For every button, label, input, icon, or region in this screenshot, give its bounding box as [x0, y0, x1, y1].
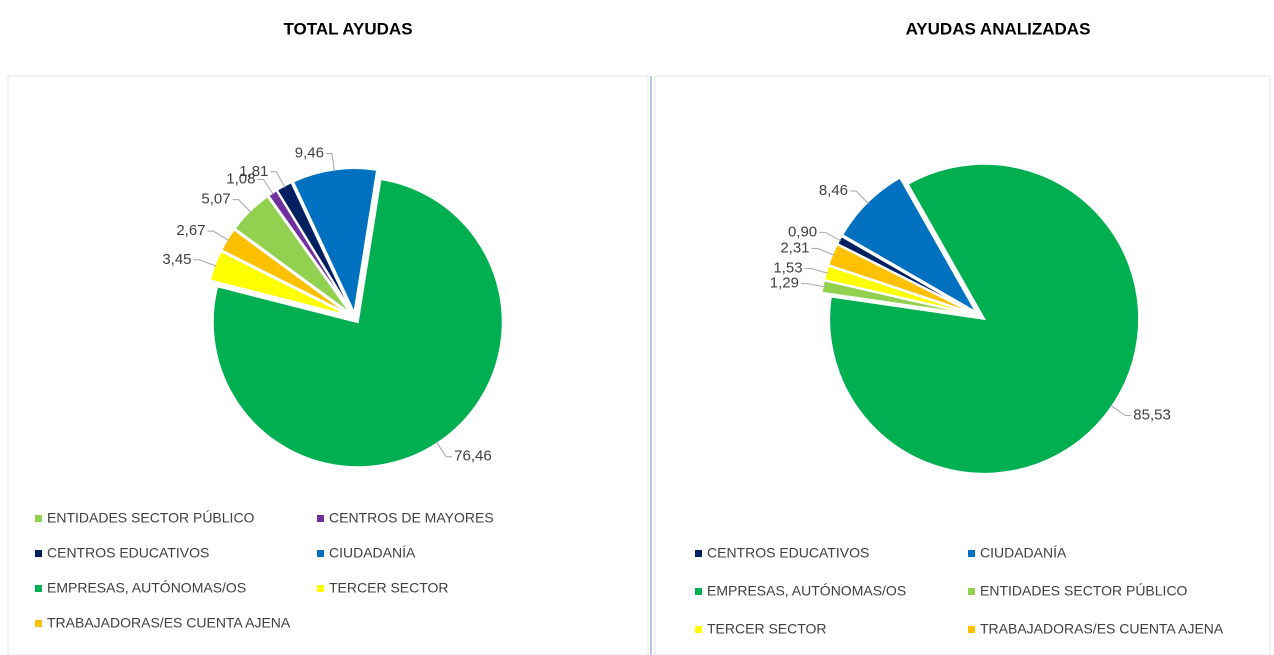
legend-label: TERCER SECTOR [707, 621, 827, 637]
leader-line [811, 247, 835, 256]
legend-label: CENTROS EDUCATIVOS [707, 545, 869, 561]
leader-line [804, 267, 829, 274]
legend-label: ENTIDADES SECTOR PÚBLICO [980, 583, 1188, 599]
data-label: 76,46 [454, 448, 492, 465]
data-label: 2,31 [780, 239, 809, 256]
data-label: 0,90 [788, 223, 817, 240]
chart-title: TOTAL AYUDAS [283, 19, 412, 38]
leader-line [257, 179, 274, 195]
legend-label: EMPRESAS, AUTÓNOMAS/OS [707, 583, 906, 599]
data-label: 1,08 [226, 170, 255, 187]
leader-line [801, 283, 825, 288]
legend-swatch [35, 620, 42, 627]
leader-line [819, 231, 842, 242]
data-label: 1,81 [239, 163, 268, 180]
legend-label: EMPRESAS, AUTÓNOMAS/OS [47, 580, 246, 596]
leader-line [435, 441, 453, 458]
legend-swatch [35, 550, 42, 557]
legend-swatch [317, 515, 324, 522]
data-label: 85,53 [1133, 406, 1171, 423]
legend-swatch [35, 585, 42, 592]
legend-swatch [695, 588, 702, 595]
data-label: 5,07 [201, 191, 230, 208]
data-label: 3,45 [162, 251, 191, 268]
data-label: 9,46 [295, 145, 324, 162]
chart-title: AYUDAS ANALIZADAS [906, 19, 1091, 38]
legend-swatch [317, 550, 324, 557]
legend-label: CENTROS EDUCATIVOS [47, 545, 209, 561]
leader-line [270, 171, 286, 188]
data-label: 1,53 [773, 259, 802, 276]
data-label: 2,67 [176, 222, 205, 239]
leader-line [193, 259, 217, 267]
legend-label: TERCER SECTOR [329, 580, 449, 596]
leader-line [207, 230, 230, 242]
legend-label: TRABAJADORAS/ES CUENTA AJENA [980, 621, 1224, 637]
legend-swatch [968, 626, 975, 633]
leader-line [1110, 404, 1132, 416]
legend-swatch [968, 588, 975, 595]
data-label: 1,29 [770, 275, 799, 292]
legend-label: TRABAJADORAS/ES CUENTA AJENA [47, 615, 291, 631]
legend-swatch [695, 626, 702, 633]
legend-swatch [35, 515, 42, 522]
legend-swatch [317, 585, 324, 592]
legend-label: CENTROS DE MAYORES [329, 510, 494, 526]
leader-line [850, 190, 870, 205]
legend-label: CIUDADANÍA [329, 545, 416, 561]
legend-label: CIUDADANÍA [980, 545, 1067, 561]
leader-line [325, 153, 335, 172]
data-label: 8,46 [819, 182, 848, 199]
legend-label: ENTIDADES SECTOR PÚBLICO [47, 510, 255, 526]
legend-swatch [695, 550, 702, 557]
legend-swatch [968, 550, 975, 557]
leader-line [232, 199, 252, 213]
